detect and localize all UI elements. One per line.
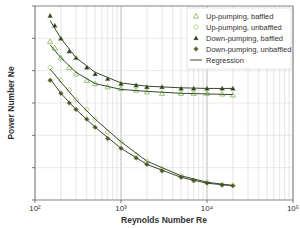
legend: Up-pumping, baffled Up-pumping, unbaffled…: [187, 8, 291, 69]
legend-swatch: [193, 13, 198, 18]
x-tick-label: 10³: [115, 204, 127, 213]
regression-line: [50, 69, 233, 185]
legend-label: Up-pumping, baffled: [206, 12, 273, 21]
data-point: [159, 91, 164, 96]
x-tick-label: 10⁵: [287, 204, 299, 213]
regression-line: [50, 79, 233, 186]
plot-frame: [35, 6, 293, 200]
x-tick: [35, 200, 36, 203]
grid-line: [35, 135, 293, 136]
y-tick: [32, 6, 35, 7]
y-tick: [32, 70, 35, 71]
data-point: [48, 78, 53, 83]
data-point: [48, 39, 53, 44]
data-point: [220, 91, 225, 96]
x-tick-label: 10⁴: [201, 204, 214, 213]
legend-label: Down-pumping, baffled: [206, 34, 283, 43]
y-tick: [32, 200, 35, 201]
y-tick: [32, 38, 35, 39]
legend-label: Up-pumping, unbaffled: [206, 23, 282, 32]
legend-label: Regression: [206, 56, 244, 65]
legend-box: [187, 8, 291, 69]
grid-line: [35, 103, 293, 104]
legend-swatch: [193, 24, 198, 29]
x-axis-label: Reynolds Number Re: [121, 215, 207, 225]
legend-swatch: [193, 35, 198, 40]
y-tick: [32, 135, 35, 136]
x-tick: [121, 200, 122, 203]
chart: 10² 10³ 10⁴ 10⁵ Reynolds Number Re Power Numb…: [0, 0, 300, 228]
x-tick: [207, 200, 208, 203]
x-tick: [293, 200, 294, 203]
plot-area: [35, 6, 293, 200]
legend-swatch: [193, 46, 198, 51]
data-point: [134, 87, 139, 92]
y-tick: [32, 103, 35, 104]
data-point: [191, 91, 196, 96]
data-point: [204, 91, 209, 96]
legend-label: Down-pumping, unbaffled: [206, 45, 291, 54]
legend-swatch: [190, 60, 202, 61]
data-point: [48, 13, 53, 18]
y-tick: [32, 167, 35, 168]
y-axis-label: Power Number Ne: [6, 66, 16, 139]
x-tick-label: 10²: [29, 204, 41, 213]
